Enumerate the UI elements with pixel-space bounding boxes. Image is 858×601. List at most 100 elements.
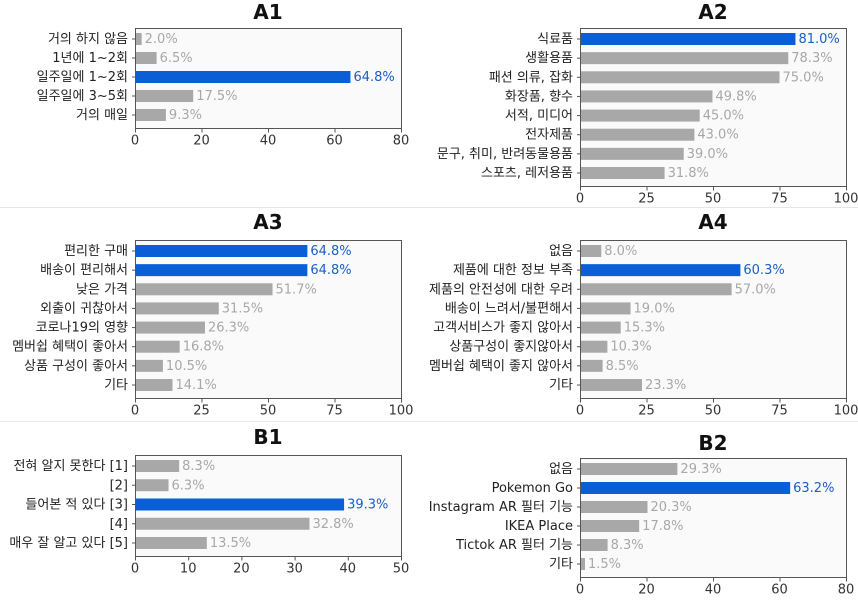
- x-tick-label: 75: [771, 192, 788, 207]
- bar: [581, 109, 700, 122]
- bar-value-label: 51.7%: [276, 282, 317, 297]
- x-tick-label: 50: [705, 192, 722, 207]
- bar-value-label: 6.5%: [160, 51, 193, 66]
- bar-value-label: 31.5%: [222, 301, 263, 316]
- category-label: 거의 매일: [76, 108, 128, 123]
- bar-value-label: 43.0%: [697, 128, 738, 143]
- bar-value-label: 1.5%: [588, 557, 621, 572]
- x-tick-label: 40: [260, 134, 277, 149]
- bar-value-label: 78.3%: [791, 51, 832, 66]
- bar-value-label: 49.8%: [715, 89, 756, 104]
- x-tick-label: 25: [193, 404, 210, 419]
- chart-title: A4: [698, 210, 727, 234]
- chart-title: A3: [253, 210, 282, 234]
- category-label: 외출이 귀찮아서: [40, 301, 128, 316]
- x-tick-label: 10: [180, 562, 197, 577]
- bar-value-label: 19.0%: [634, 301, 675, 316]
- bar: [136, 33, 142, 45]
- category-label: IKEA Place: [505, 519, 573, 534]
- bar: [581, 128, 695, 141]
- bar-highlighted: [136, 71, 351, 83]
- chart-panel-a3: A3 64.8% 편리한 구매 64.8% 배송이 편리해서 51.7% 낮은 가격 31.5…: [12, 210, 413, 419]
- bar: [136, 283, 273, 296]
- category-label: 기타: [549, 378, 573, 393]
- category-label: 편리한 구매: [64, 244, 128, 259]
- category-label: 식료품: [537, 32, 573, 47]
- bar-highlighted: [581, 264, 741, 277]
- x-tick-label: 0: [131, 134, 139, 149]
- bar-value-label: 2.0%: [145, 32, 178, 47]
- bar: [136, 321, 205, 334]
- category-label: 상품구성이 좋지않아서: [449, 340, 573, 355]
- bar: [581, 340, 608, 353]
- category-label: 배송이 편리해서: [40, 263, 128, 278]
- chart-title: B1: [253, 425, 282, 449]
- bar-value-label: 17.8%: [642, 519, 683, 534]
- bar-value-label: 60.3%: [743, 263, 784, 278]
- bar-value-label: 32.8%: [312, 517, 353, 532]
- bar-value-label: 64.8%: [310, 244, 351, 259]
- bar: [136, 517, 310, 530]
- x-tick-label: 100: [834, 404, 858, 419]
- bar: [581, 501, 648, 513]
- bar: [136, 379, 173, 391]
- x-tick-label: 80: [393, 134, 410, 149]
- category-label: 멤버쉽 혜택이 좋아서: [12, 340, 128, 355]
- category-label: 기타: [549, 557, 573, 572]
- bar: [581, 359, 603, 372]
- bar-value-label: 16.8%: [183, 340, 224, 355]
- category-label: 기타: [104, 378, 128, 393]
- bar: [581, 558, 585, 570]
- x-tick-label: 0: [576, 192, 584, 207]
- category-label: 제품에 대한 정보 부족: [453, 263, 573, 278]
- bar-value-label: 8.0%: [604, 244, 637, 259]
- bar-value-label: 17.5%: [196, 89, 237, 104]
- chart-title: B2: [698, 431, 727, 455]
- x-tick-label: 100: [389, 404, 414, 419]
- x-tick-label: 0: [131, 562, 139, 577]
- category-label: 서적, 미디어: [505, 109, 573, 124]
- x-tick-label: 60: [326, 134, 343, 149]
- bar-highlighted: [136, 264, 308, 277]
- bar: [136, 90, 194, 102]
- x-tick-label: 25: [638, 404, 655, 419]
- x-tick-label: 40: [340, 562, 357, 577]
- x-tick-label: 40: [705, 583, 722, 598]
- bar-value-label: 10.3%: [610, 340, 651, 355]
- bar: [136, 537, 207, 549]
- x-tick-label: 0: [576, 404, 584, 419]
- bar-value-label: 13.5%: [210, 536, 251, 551]
- bar-highlighted: [136, 245, 308, 257]
- category-label: Tictok AR 필터 기능: [455, 538, 573, 553]
- bar: [581, 147, 684, 160]
- bar-highlighted: [136, 498, 345, 511]
- bar-highlighted: [581, 33, 796, 45]
- x-tick-label: 60: [771, 583, 788, 598]
- chart-title: A1: [253, 0, 282, 24]
- bar: [136, 302, 219, 315]
- bar: [581, 167, 665, 179]
- category-label: 고객서비스가 좋지 않아서: [433, 321, 573, 336]
- bar: [136, 52, 157, 64]
- bar: [136, 340, 180, 353]
- bar-value-label: 39.3%: [347, 498, 388, 513]
- category-label: [2]: [110, 478, 128, 493]
- category-label: 들어본 적 있다 [3]: [25, 498, 128, 513]
- x-tick-label: 50: [393, 562, 410, 577]
- x-tick-label: 80: [838, 583, 855, 598]
- bar-value-label: 6.3%: [172, 478, 205, 493]
- category-label: 전자제품: [525, 128, 573, 143]
- x-tick-label: 20: [638, 583, 655, 598]
- bar-value-label: 81.0%: [798, 32, 839, 47]
- bar-value-label: 8.3%: [182, 459, 215, 474]
- bar: [581, 71, 780, 84]
- chart-title: A2: [698, 0, 727, 24]
- bar-value-label: 39.0%: [687, 147, 728, 162]
- bar: [581, 463, 678, 475]
- chart-panel-a1: A1 2.0% 거의 하지 않음 6.5% 1년에 1~2회 64.8% 일주일에 1~2회…: [37, 0, 410, 149]
- bar: [136, 109, 166, 121]
- bar: [581, 539, 608, 551]
- x-tick-label: 0: [131, 404, 139, 419]
- chart-panel-a2: A2 81.0% 식료품 78.3% 생활용품 75.0% 패션 의류, 잡화 49.8% 화장…: [437, 0, 858, 207]
